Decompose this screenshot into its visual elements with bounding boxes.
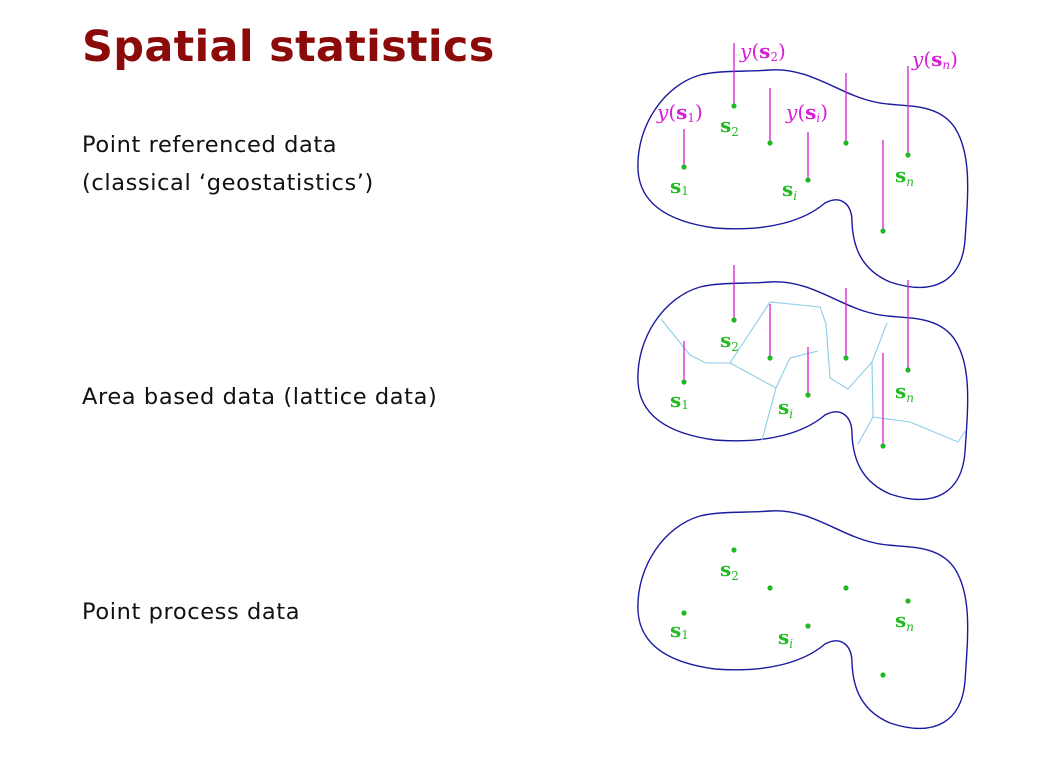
location-point bbox=[905, 152, 911, 158]
location-point bbox=[905, 367, 911, 373]
location-point bbox=[805, 392, 811, 398]
lattice-boundary bbox=[761, 387, 777, 441]
location-point bbox=[767, 355, 773, 361]
location-label-sn: sn bbox=[895, 379, 914, 405]
location-label-sn: sn bbox=[895, 608, 914, 634]
location-point bbox=[843, 140, 849, 146]
label-line: (classical ‘geostatistics’) bbox=[82, 170, 374, 196]
location-point bbox=[681, 379, 687, 385]
location-point bbox=[731, 103, 737, 109]
location-label-s1: s1 bbox=[670, 388, 689, 412]
location-label-s1: s1 bbox=[670, 174, 689, 198]
page-title: Spatial statistics bbox=[82, 22, 495, 72]
location-point bbox=[805, 177, 811, 183]
region-outline bbox=[637, 281, 969, 501]
lattice-boundary bbox=[729, 350, 819, 389]
event-point bbox=[767, 585, 773, 591]
label-line: Point referenced data bbox=[82, 132, 338, 158]
point-process-label: Point process data bbox=[82, 593, 300, 631]
event-point bbox=[731, 547, 737, 553]
observation-label-y-s2: y(s2) bbox=[739, 39, 786, 64]
location-label-si: si bbox=[782, 177, 797, 203]
point-referenced-label: Point referenced data (classical ‘geosta… bbox=[82, 126, 374, 202]
observation-label-y-si: y(si) bbox=[785, 100, 828, 125]
location-label-s2: s2 bbox=[720, 113, 739, 139]
location-point bbox=[681, 164, 687, 170]
event-point bbox=[905, 598, 911, 604]
lattice-boundary bbox=[872, 416, 967, 443]
location-label-s2: s2 bbox=[720, 557, 739, 583]
event-point bbox=[843, 585, 849, 591]
event-point bbox=[681, 610, 687, 616]
label-line: Area based data (lattice data) bbox=[82, 384, 438, 410]
point-referenced-diagram: s1 s2 si sn y(s1) y(s2) y(si) y(sn) bbox=[637, 39, 969, 289]
location-label-s1: s1 bbox=[670, 618, 689, 642]
event-point bbox=[805, 623, 811, 629]
location-point bbox=[767, 140, 773, 146]
event-point bbox=[880, 672, 886, 678]
observation-label-y-sn: y(sn) bbox=[911, 47, 958, 72]
area-based-label: Area based data (lattice data) bbox=[82, 378, 437, 416]
lattice-boundary bbox=[660, 301, 888, 390]
lattice-boundary bbox=[857, 361, 874, 445]
label-line: Point process data bbox=[82, 599, 301, 625]
location-label-sn: sn bbox=[895, 163, 914, 189]
location-point bbox=[843, 355, 849, 361]
location-label-si: si bbox=[778, 625, 793, 651]
location-label-s2: s2 bbox=[720, 328, 739, 354]
point-process-diagram: s1 s2 si sn bbox=[637, 510, 969, 730]
location-point bbox=[731, 317, 737, 323]
location-label-si: si bbox=[778, 395, 793, 421]
area-based-diagram: s1 s2 si sn bbox=[637, 265, 969, 501]
region-outline bbox=[637, 510, 969, 730]
location-point bbox=[880, 443, 886, 449]
observation-label-y-s1: y(s1) bbox=[656, 100, 703, 125]
location-point bbox=[880, 228, 886, 234]
